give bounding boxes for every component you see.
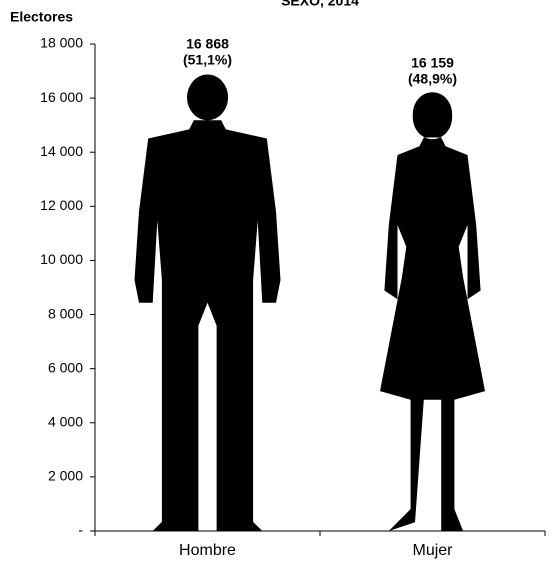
share-label: (48,9%) <box>408 71 457 87</box>
y-tick-label: 14 000 <box>40 143 83 159</box>
y-tick-label: 12 000 <box>40 197 83 213</box>
x-tick-label: Mujer <box>412 542 453 559</box>
value-label: 16 159 <box>411 55 454 71</box>
figure <box>134 74 281 531</box>
y-axis-label: Electores <box>10 9 73 25</box>
y-tick-label: 6 000 <box>48 359 83 375</box>
y-tick-label: 18 000 <box>40 35 83 51</box>
y-tick-label: 4 000 <box>48 413 83 429</box>
y-tick-label: - <box>78 522 83 538</box>
y-tick-label: 8 000 <box>48 305 83 321</box>
value-label: 16 868 <box>186 35 229 51</box>
share-label: (51,1%) <box>183 51 232 67</box>
y-tick-label: 16 000 <box>40 89 83 105</box>
figure <box>380 92 485 532</box>
y-tick-label: 2 000 <box>48 468 83 484</box>
x-tick-label: Hombre <box>179 542 236 559</box>
chart-title: SEXO, 2014 <box>281 0 359 9</box>
y-tick-label: 10 000 <box>40 251 83 267</box>
